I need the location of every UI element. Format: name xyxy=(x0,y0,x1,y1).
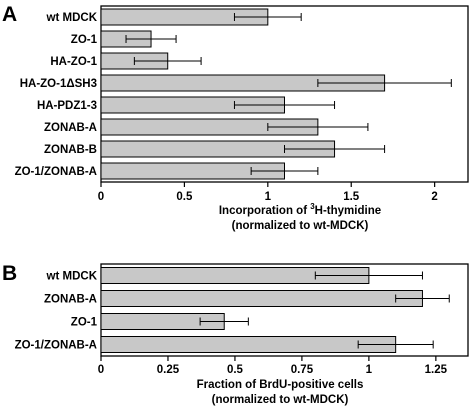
panel-a-category-label: ZONAB-A xyxy=(44,122,97,134)
panel-a-category-label: HA-ZO-1 xyxy=(50,56,97,68)
panel-a-xlabel-post: H-thymidine xyxy=(315,205,381,217)
panel-b-x-tick-label: 0 xyxy=(98,364,104,376)
panel-b-bar xyxy=(100,290,423,307)
panel-a-xlabel-sup: 3 xyxy=(310,202,315,211)
panel-b-x-tick-label: 0.5 xyxy=(227,364,244,376)
panel-a-x-tick-label: 0 xyxy=(98,191,104,203)
panel-a-category-label: ZO-1/ZONAB-A xyxy=(15,166,97,178)
panel-b-x-tick-label: 0.75 xyxy=(291,364,314,376)
panel-b-xlabel: Fraction of BrdU-positive cells xyxy=(197,379,364,391)
panel-b-plot-frame xyxy=(100,263,469,357)
panel-a-plot-frame xyxy=(100,5,469,183)
panel-b-bar xyxy=(100,336,397,353)
panel-a-category-label: HA-ZO-1ΔSH3 xyxy=(20,78,97,90)
panel-a-x-tick-label: 1 xyxy=(265,191,272,203)
panel-a-letter: A xyxy=(2,3,17,26)
panel-b-x-tick-label: 1.25 xyxy=(425,364,448,376)
panel-a-xlabel-pre: Incorporation of xyxy=(219,205,310,217)
panel-a-marks: wt MDCK ZO-1 HA-ZO-1 HA-ZO-1ΔSH3 HA-PDZ1-3 ZO… xyxy=(15,8,452,203)
panel-a-x-tick-label: 0.5 xyxy=(176,191,193,203)
panel-a-x-tick-label: 1.5 xyxy=(343,191,360,203)
panel-b-category-label: ZO-1/ZONAB-A xyxy=(15,340,97,352)
panel-a-xlabel: Incorporation of 3H-thymidine xyxy=(219,202,381,217)
panel-b-letter: B xyxy=(2,262,17,285)
panel-b-x-tick-label: 0.25 xyxy=(157,364,180,376)
panel-b-x-tick-label: 1 xyxy=(366,364,373,376)
panel-b-category-label: ZO-1 xyxy=(71,317,98,329)
panel-b-category-label: wt MDCK xyxy=(46,271,98,283)
panel-a-xlabel-line2: (normalized to wt-MDCK) xyxy=(232,220,369,232)
panel-b-marks: wt MDCK ZONAB-A ZO-1 ZO-1/ZONAB-A0 0.25 0.5 0.… xyxy=(15,267,450,376)
panel-b-xlabel-line2: (normalized to wt-MDCK) xyxy=(212,394,349,406)
panel-a-category-label: HA-PDZ1-3 xyxy=(37,100,97,112)
panel-a-x-tick-label: 2 xyxy=(431,191,437,203)
panel-a-category-label: wt MDCK xyxy=(46,12,98,24)
panel-a-category-label: ZONAB-B xyxy=(44,144,97,156)
panel-b-category-label: ZONAB-A xyxy=(44,294,97,306)
panel-a-category-label: ZO-1 xyxy=(71,34,98,46)
